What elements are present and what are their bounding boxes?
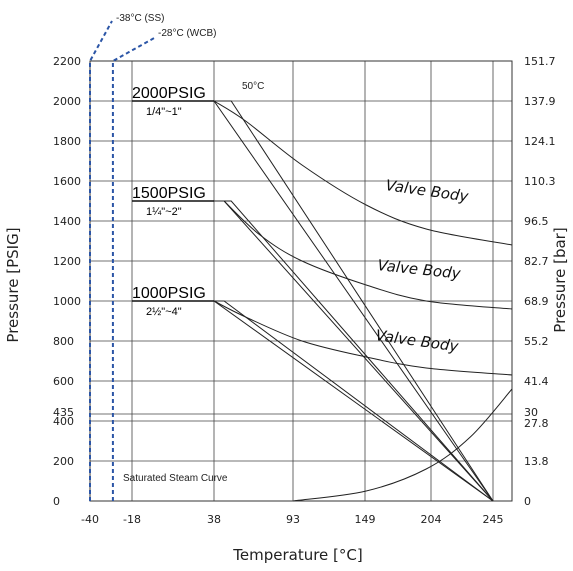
size-range-label: 1¼"~2" — [146, 206, 182, 218]
x-tick-label: 204 — [421, 513, 442, 526]
wcb-low-limit — [111, 36, 157, 501]
x-tick-label: 149 — [355, 513, 376, 526]
rating-line — [214, 300, 494, 502]
x-tick-label: 93 — [286, 513, 300, 526]
y-axis-title: Pressure [PSIG] — [4, 227, 22, 342]
y2-tick-label: 55.2 — [524, 335, 549, 348]
saturated-steam-curve — [292, 388, 513, 502]
y-tick-label: 2000 — [53, 95, 81, 108]
rating-line — [214, 100, 494, 502]
y2-tick-label: 30 — [524, 406, 538, 419]
y2-axis-title: Pressure [bar] — [551, 227, 569, 332]
y-tick-label: 200 — [53, 455, 74, 468]
y2-tick-label: 96.5 — [524, 215, 549, 228]
size-range-label: 2½"~4" — [146, 306, 182, 318]
valve-body-curve — [213, 100, 513, 246]
y2-tick-label: 151.7 — [524, 55, 556, 68]
y-tick-label: 2200 — [53, 55, 81, 68]
valve-body-curve — [223, 200, 513, 310]
series-group — [89, 20, 513, 502]
rating-line — [224, 200, 494, 502]
ss-low-limit — [89, 20, 113, 501]
temp-50-label: 50°C — [242, 81, 264, 92]
valve-body-label: Valve Body — [377, 256, 463, 283]
y-tick-label: 0 — [53, 495, 60, 508]
x-tick-label: -18 — [123, 513, 141, 526]
rating-label: 2000PSIG — [132, 85, 206, 102]
y2-tick-label: 137.9 — [524, 95, 556, 108]
y2-tick-label: 41.4 — [524, 375, 549, 388]
y2-tick-label: 68.9 — [524, 295, 549, 308]
y-tick-label: 1800 — [53, 135, 81, 148]
y-tick-label: 1200 — [53, 255, 81, 268]
x-tick-label: 245 — [483, 513, 504, 526]
size-range-label: 1/4"~1" — [146, 106, 182, 118]
steam-curve-label: Saturated Steam Curve — [123, 473, 228, 484]
y2-tick-label: 0 — [524, 495, 531, 508]
valve-body-label: Valve Body — [374, 326, 460, 356]
rating-line — [132, 300, 494, 502]
y-tick-label: 600 — [53, 375, 74, 388]
y2-tick-label: 27.8 — [524, 417, 549, 430]
y2-tick-label: 110.3 — [524, 175, 556, 188]
ss-low-temp-label: -38°C (SS) — [116, 13, 164, 24]
rating-label: 1000PSIG — [132, 285, 206, 302]
x-tick-label: 38 — [207, 513, 221, 526]
valve-body-curve — [213, 300, 513, 376]
y2-tick-label: 82.7 — [524, 255, 549, 268]
y-tick-label: 1600 — [53, 175, 81, 188]
valve-body-label: Valve Body — [384, 176, 470, 206]
y-tick-label: 1000 — [53, 295, 81, 308]
y-tick-label: 1400 — [53, 215, 81, 228]
rating-label: 1500PSIG — [132, 185, 206, 202]
x-tick-label: -40 — [81, 513, 99, 526]
y-tick-label: 800 — [53, 335, 74, 348]
y2-tick-label: 13.8 — [524, 455, 549, 468]
y2-tick-label: 124.1 — [524, 135, 556, 148]
y-tick-label: 400 — [53, 415, 74, 428]
x-axis-title: Temperature [°C] — [232, 546, 362, 564]
y-tick-label: 435 — [53, 406, 74, 419]
wcb-low-temp-label: -28°C (WCB) — [158, 28, 216, 39]
